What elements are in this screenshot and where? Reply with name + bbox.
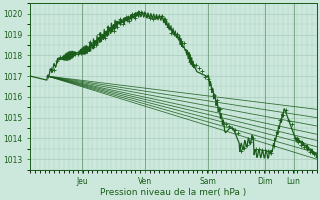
X-axis label: Pression niveau de la mer( hPa ): Pression niveau de la mer( hPa ) <box>100 188 247 197</box>
